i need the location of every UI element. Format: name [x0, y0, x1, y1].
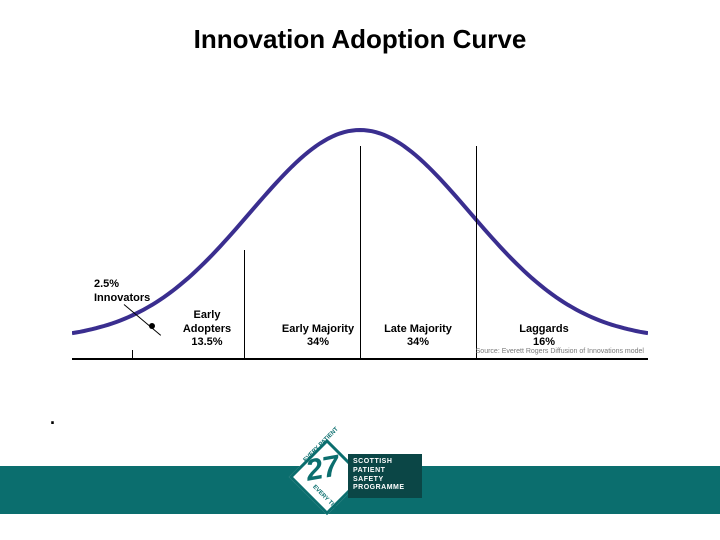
page: Innovation Adoption Curve EarlyAdopters1… — [0, 0, 720, 540]
segment-label-early_majority: Early Majority34% — [282, 323, 354, 351]
divider-late_majority — [476, 146, 477, 360]
logo-panel-line-4: PROGRAMME — [353, 484, 405, 491]
innovators-pointer-dot — [149, 323, 155, 329]
segment-label-early_adopters: EarlyAdopters13.5% — [183, 309, 231, 350]
adoption-curve-chart: EarlyAdopters13.5% Early Majority34% Late … — [72, 100, 648, 360]
x-axis — [72, 358, 648, 360]
logo-panel: SCOTTISH PATIENT SAFETY PROGRAMME — [348, 454, 422, 498]
innovators-name: Innovators — [94, 292, 150, 304]
stray-period: . — [50, 408, 55, 429]
innovators-pct: 2.5% — [94, 278, 119, 290]
footer-logo: 27 EVERY PATIENT EVERY TIME SCOTTISH PAT… — [300, 444, 420, 514]
chart-source-text: Source: Everett Rogers Diffusion of Inno… — [476, 348, 644, 355]
innovators-callout-label: 2.5% Innovators — [94, 278, 150, 306]
segment-label-late_majority: Late Majority34% — [384, 323, 452, 351]
segment-label-laggards: Laggards16% — [519, 323, 569, 351]
logo-panel-line-3: SAFETY — [353, 476, 384, 483]
divider-early_adopters — [244, 250, 245, 360]
logo-panel-line-2: PATIENT — [353, 467, 385, 474]
divider-early_majority — [360, 146, 361, 360]
page-title: Innovation Adoption Curve — [0, 24, 720, 55]
logo-panel-line-1: SCOTTISH — [353, 458, 392, 465]
